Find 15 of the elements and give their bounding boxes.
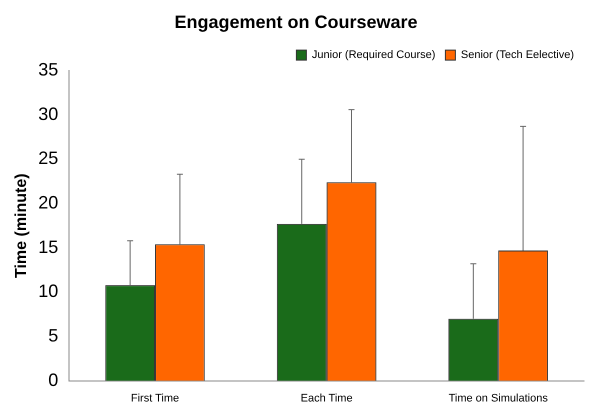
y-tick-label: 15 [38, 236, 58, 257]
legend-label: Junior (Required Course) [312, 49, 436, 62]
chart-title: Engagement on Courseware [174, 12, 418, 32]
y-tick-label: 5 [48, 325, 58, 346]
y-tick-label: 30 [38, 104, 58, 124]
y-tick-label: 20 [38, 192, 58, 213]
legend-label: Senior (Tech Eelective) [460, 49, 574, 62]
x-tick-label: First Time [130, 392, 180, 404]
x-tick-label: Each Time [300, 392, 353, 404]
x-tick-label: Time on Simulations [448, 392, 548, 404]
y-tick-label: 10 [38, 281, 58, 302]
y-tick-label: 25 [38, 148, 58, 168]
y-tick-label: 35 [38, 60, 58, 80]
y-axis-title: Time (minute) [13, 173, 30, 278]
y-tick-label: 0 [48, 370, 58, 390]
